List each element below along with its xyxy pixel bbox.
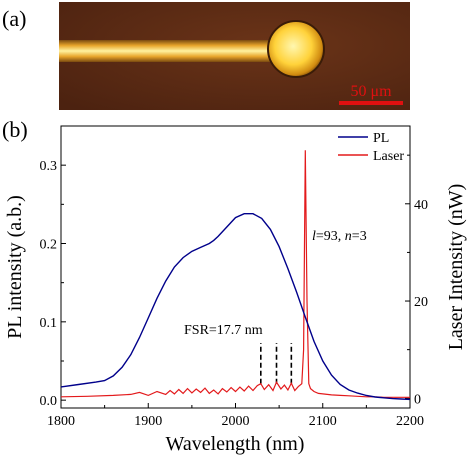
x-tick-label-4: 2200 [396, 414, 424, 429]
fsr-markers [260, 343, 293, 384]
x-tick-label-1: 1900 [134, 414, 162, 429]
y-left-tick-label-0: 0.0 [40, 394, 58, 409]
chart: 1800 1900 2000 2100 2200 0.00.10.20.3 02040 … [4, 125, 467, 455]
x-tick-label-2: 2000 [222, 414, 250, 429]
series-laser-line [61, 150, 410, 398]
legend: PL Laser [338, 131, 404, 164]
fiber-taper [59, 40, 279, 62]
y-right-tick-label-0: 0 [414, 392, 421, 407]
panel-a-label: (a) [2, 6, 26, 31]
mode-number-annotation: l=93, n=3 [312, 229, 367, 244]
scale-bar [339, 101, 403, 105]
y-right-axis-title: Laser Intensity (nW) [445, 184, 467, 351]
y-right-axis-ticks: 0 20 40 [405, 154, 428, 407]
series-pl-line [61, 213, 410, 401]
panel-b-label: (b) [2, 117, 28, 142]
x-tick-label-3: 2100 [309, 414, 337, 429]
mode-n-value: =3 [352, 229, 367, 244]
y-left-tick-label-1: 0.1 [40, 316, 58, 331]
scale-bar-label: 50 μm [350, 83, 392, 100]
legend-laser-label: Laser [373, 149, 404, 164]
legend-pl-label: PL [373, 131, 389, 146]
micrograph: 50 μm [59, 2, 410, 110]
x-axis-ticks: 1800 1900 2000 2100 2200 [47, 403, 424, 429]
mode-l-value: =93, [316, 229, 345, 244]
y-right-tick-label-2: 40 [414, 198, 428, 213]
y-right-tick-label-1: 20 [414, 295, 428, 310]
x-axis-title: Wavelength (nm) [166, 433, 305, 455]
y-left-axis-ticks: 0.0 0.1 0.2 0.3 [40, 159, 66, 409]
plot-frame [60, 125, 411, 409]
mode-l-symbol: l [312, 229, 316, 244]
x-tick-label-0: 1800 [47, 414, 75, 429]
y-left-tick-label-2: 0.2 [40, 238, 58, 253]
fsr-annotation: FSR=17.7 nm [184, 323, 263, 338]
y-left-axis-title: PL intensity (a.b.) [4, 195, 26, 339]
mode-n-symbol: n [345, 229, 352, 244]
y-left-tick-label-3: 0.3 [40, 159, 58, 174]
microsphere [267, 20, 325, 78]
